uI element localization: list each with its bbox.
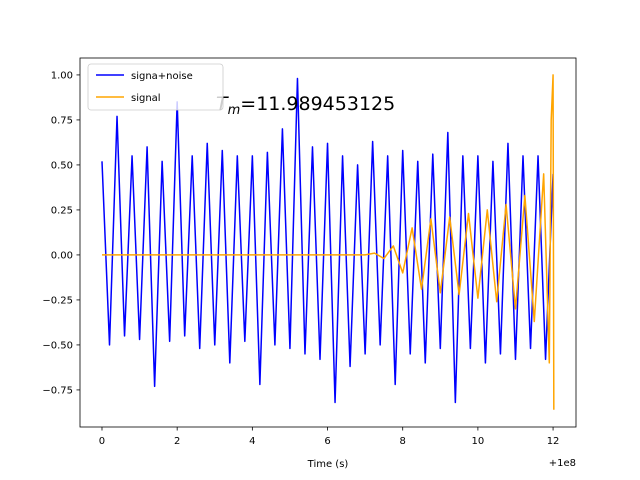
x-tick-label: 8 [400, 436, 406, 447]
y-tick-label: 0.50 [51, 160, 73, 171]
x-tick-label: 12 [547, 436, 560, 447]
x-tick-label: 0 [99, 436, 105, 447]
x-tick-label: 6 [324, 436, 330, 447]
x-tick-label: 2 [174, 436, 180, 447]
legend-label: signa+noise [131, 71, 193, 82]
y-tick-label: −0.75 [42, 385, 73, 396]
x-offset-label: +1e8 [549, 458, 576, 469]
axes-frame [79, 57, 577, 428]
annotation-text: =11.989453125 [240, 93, 395, 115]
y-tick-label: 0.00 [51, 250, 73, 261]
x-axis-label: Time (s) [307, 459, 349, 470]
series-line [101, 74, 555, 410]
y-tick-label: 1.00 [51, 70, 73, 81]
y-tick-label: −0.50 [42, 340, 73, 351]
annotation: Tm=11.989453125 [216, 93, 395, 118]
x-tick-label: 4 [249, 436, 255, 447]
legend-label: signal [131, 93, 161, 104]
x-tick-label: 10 [472, 436, 485, 447]
annotation-subscript: m [228, 103, 241, 118]
y-tick-label: −0.25 [42, 295, 73, 306]
y-tick-label: 0.75 [51, 115, 73, 126]
y-tick-label: 0.25 [51, 205, 73, 216]
